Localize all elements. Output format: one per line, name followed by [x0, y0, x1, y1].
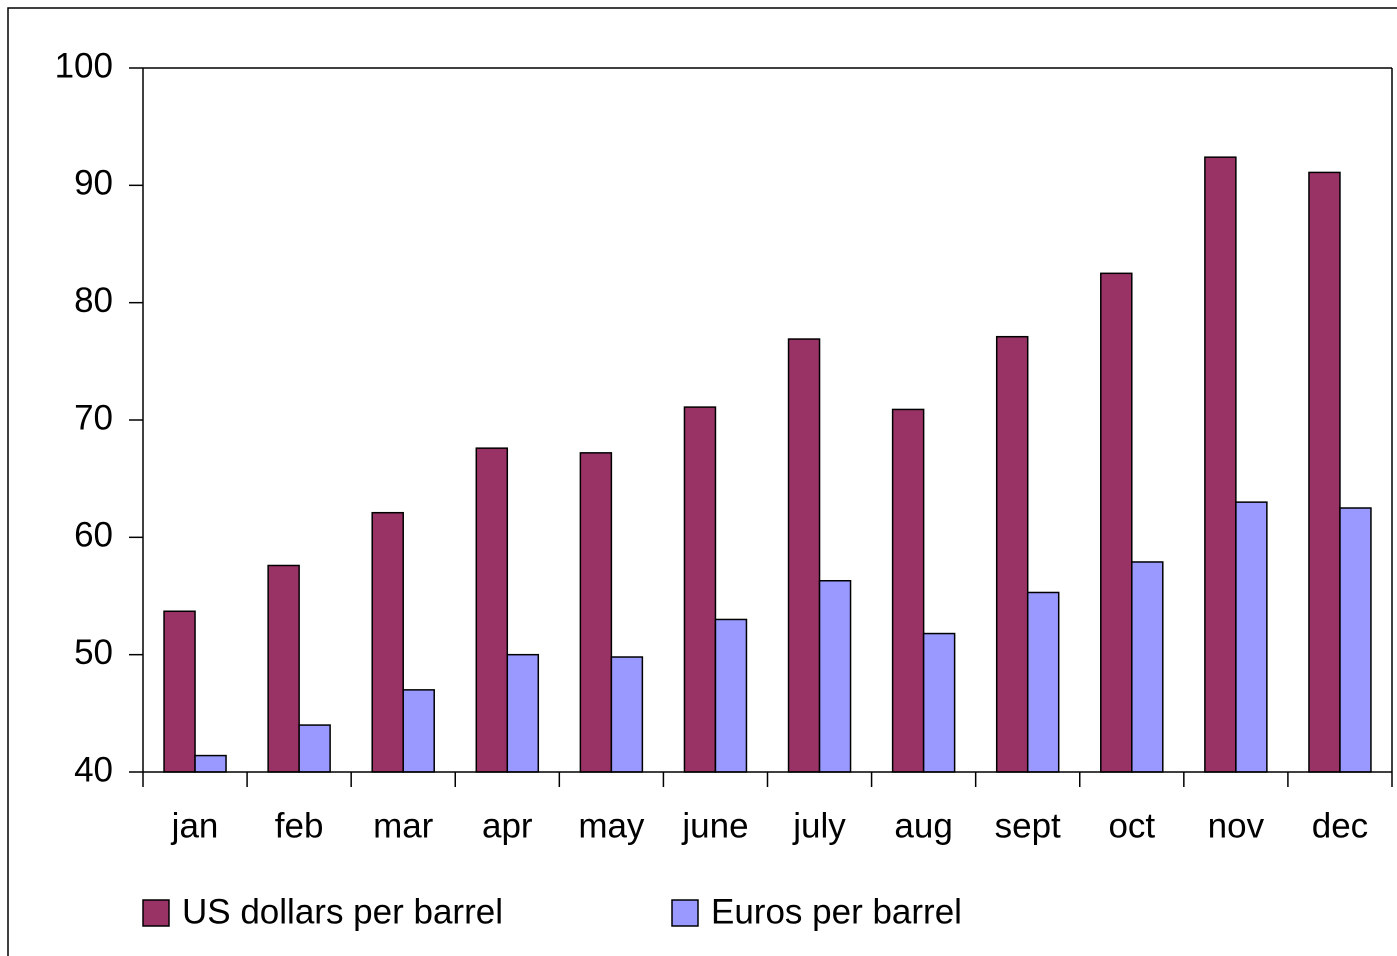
chart-frame — [7, 7, 1397, 956]
y-tick-label: 60 — [74, 516, 113, 555]
x-tick-label: jan — [171, 806, 219, 845]
x-tick-label: june — [681, 806, 748, 845]
bar — [506, 653, 540, 773]
bar — [371, 511, 404, 773]
bar — [1100, 272, 1133, 773]
legend-label: Euros per barrel — [711, 892, 962, 931]
y-tick-label: 80 — [74, 281, 113, 320]
bar — [1026, 591, 1060, 773]
bar — [475, 447, 509, 773]
bar — [1339, 507, 1372, 773]
bar — [610, 656, 644, 773]
y-tick-label: 90 — [74, 164, 113, 203]
bar — [298, 724, 331, 773]
x-tick-label: sept — [995, 806, 1061, 845]
legend-swatch — [142, 899, 170, 927]
bar — [267, 564, 300, 773]
bar — [163, 610, 196, 773]
y-tick-label: 70 — [74, 398, 113, 437]
bar — [714, 618, 748, 773]
bar — [995, 335, 1029, 773]
legend-label: US dollars per barrel — [182, 892, 503, 931]
x-tick-label: apr — [482, 806, 533, 845]
bar — [818, 579, 852, 773]
x-tick-label: feb — [275, 806, 324, 845]
legend-swatch — [671, 899, 699, 927]
bar — [787, 338, 821, 773]
x-tick-label: aug — [894, 806, 952, 845]
x-tick-label: july — [792, 806, 846, 845]
bar — [194, 754, 227, 773]
x-tick-label: mar — [373, 806, 434, 845]
x-tick-label: dec — [1312, 806, 1368, 845]
bar — [683, 406, 717, 773]
bar — [922, 632, 956, 773]
bar — [1204, 156, 1237, 773]
bar — [1235, 501, 1268, 773]
x-tick-label: oct — [1108, 806, 1155, 845]
y-tick-label: 100 — [55, 46, 113, 85]
bar — [579, 452, 613, 773]
bar — [891, 408, 925, 773]
x-tick-label: nov — [1208, 806, 1265, 845]
y-tick-label: 50 — [74, 633, 113, 672]
bar — [1131, 561, 1164, 773]
x-tick-label: may — [578, 806, 645, 845]
y-tick-label: 40 — [74, 750, 113, 789]
bar — [402, 689, 435, 773]
bar — [1308, 171, 1341, 773]
